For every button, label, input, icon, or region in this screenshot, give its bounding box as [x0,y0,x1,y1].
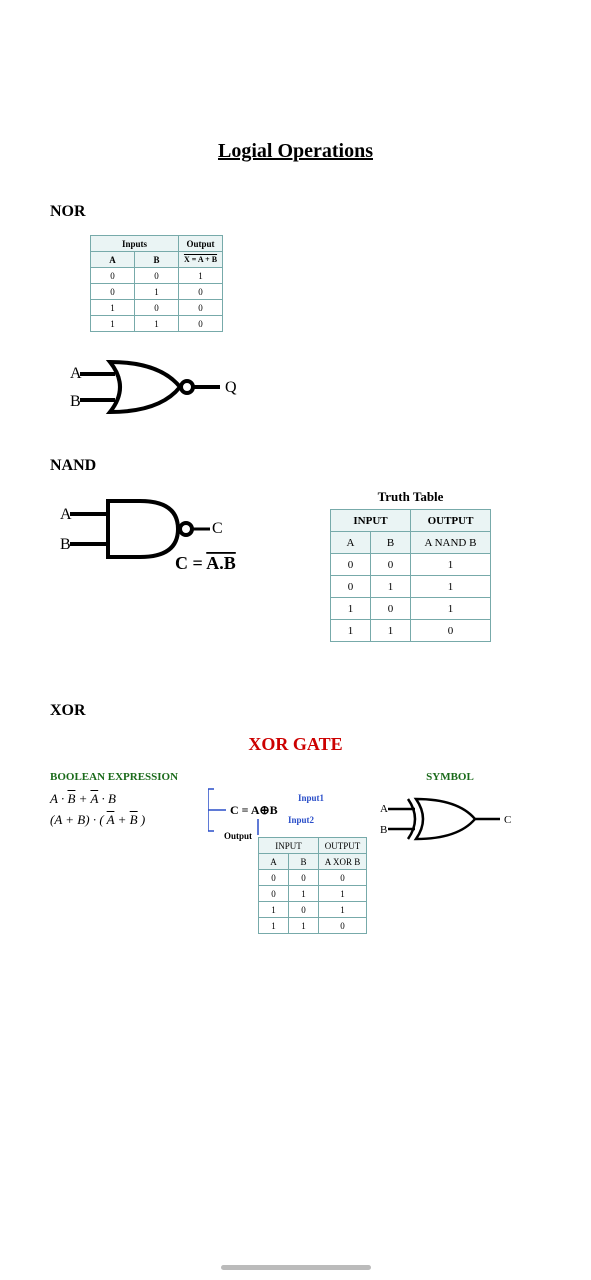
table-cell: 0 [179,284,223,300]
table-cell: 0 [371,598,411,620]
nor-truth-table: InputsOutput ABX = A + B 001 010 100 110 [90,235,223,332]
table-cell: 0 [91,284,135,300]
table-cell: 0 [259,886,289,902]
table-cell: 0 [331,554,371,576]
table-cell: 0 [331,576,371,598]
nand-hdr-input: INPUT [331,510,411,532]
nor-col-b: B [135,252,179,268]
xor-heading: XOR [50,702,541,720]
table-cell: 1 [259,918,289,934]
svg-text:B: B [70,393,81,410]
nor-heading: NOR [50,203,541,221]
table-cell: 1 [371,576,411,598]
table-cell: 1 [319,886,367,902]
table-cell: 1 [411,598,491,620]
boolean-expression-heading: BOOLEAN EXPRESSION [50,771,210,783]
table-cell: 0 [179,316,223,332]
page-title: Logial Operations [50,140,541,163]
table-cell: 0 [289,870,319,886]
nand-truth-table: INPUTOUTPUT ABA NAND B 001 011 101 110 [330,509,491,642]
table-cell: 0 [319,870,367,886]
nor-inputs-label: Inputs [91,236,179,252]
table-cell: 1 [331,620,371,642]
table-cell: 1 [289,918,319,934]
table-cell: 0 [371,554,411,576]
svg-text:C = A.B: C = A.B [175,553,236,573]
svg-text:B: B [60,536,71,553]
table-cell: 0 [135,268,179,284]
table-cell: 1 [411,554,491,576]
table-cell: 0 [135,300,179,316]
svg-text:C = A⊕B: C = A⊕B [230,803,278,817]
table-cell: 1 [179,268,223,284]
table-cell: 1 [319,902,367,918]
xor-truth-table: INPUTOUTPUT ABA XOR B 000 011 101 110 [258,837,367,934]
table-cell: 0 [259,870,289,886]
svg-text:Q: Q [225,379,237,396]
table-cell: 1 [135,284,179,300]
nand-table-caption: Truth Table [330,489,491,505]
home-indicator [221,1265,371,1270]
xor-col-b: B [289,854,319,870]
nand-col-out: A NAND B [411,532,491,554]
svg-text:C: C [504,814,511,826]
input1-label: Input1 [298,793,324,803]
nand-hdr-output: OUTPUT [411,510,491,532]
svg-text:A: A [380,803,388,815]
nor-output-label: Output [179,236,223,252]
table-cell: 1 [331,598,371,620]
svg-text:B: B [380,824,387,836]
table-cell: 1 [371,620,411,642]
table-cell: 1 [259,902,289,918]
table-cell: 1 [91,316,135,332]
nand-heading: NAND [50,457,541,475]
table-cell: 0 [179,300,223,316]
input2-label: Input2 [288,815,314,825]
symbol-heading: SYMBOL [380,771,520,783]
nor-gate-icon: A B Q [70,352,240,422]
table-cell: 1 [135,316,179,332]
table-cell: 1 [289,886,319,902]
xor-expression-1: A · B + A · B [50,789,210,810]
table-cell: 0 [319,918,367,934]
nand-gate-icon: A B C C = A.B [60,489,280,579]
svg-text:C: C [212,520,223,537]
nor-col-a: A [91,252,135,268]
table-cell: 1 [91,300,135,316]
xor-expression-2: (A + B) · ( A + B ) [50,810,210,831]
table-cell: 0 [91,268,135,284]
table-cell: 1 [411,576,491,598]
table-cell: 0 [411,620,491,642]
nor-col-out: X = A + B [179,252,223,268]
xor-title: XOR GATE [50,734,541,755]
xor-col-out: A XOR B [319,854,367,870]
output-label: Output [224,831,252,841]
nand-col-a: A [331,532,371,554]
table-cell: 0 [289,902,319,918]
nand-col-b: B [371,532,411,554]
svg-text:A: A [70,365,82,382]
svg-text:A: A [60,506,72,523]
xor-gate-icon: A B C [380,789,520,849]
xor-col-a: A [259,854,289,870]
